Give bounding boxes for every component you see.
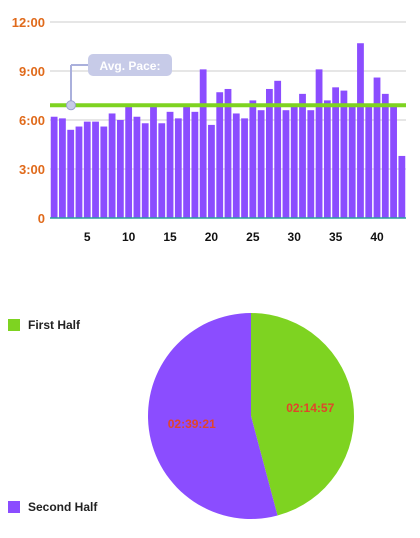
avg-pace-callout-dot (66, 100, 76, 111)
pace-bar (67, 129, 75, 218)
pace-bar (141, 123, 149, 218)
x-tick-label: 20 (205, 230, 219, 244)
pace-bar (166, 111, 174, 218)
pace-bar (290, 105, 298, 218)
pace-bar (232, 113, 240, 218)
pace-bar (332, 87, 340, 218)
x-tick-label: 10 (122, 230, 136, 244)
pace-bar (257, 110, 265, 218)
pace-bar (125, 105, 133, 218)
legend-item-first-half: First Half (8, 318, 80, 332)
pace-bar (208, 124, 215, 218)
avg-pace-callout-box (88, 54, 172, 76)
pace-bar (183, 106, 190, 218)
legend-label-first-half: First Half (28, 318, 81, 332)
pace-bar (357, 43, 364, 218)
pace-bar (59, 118, 66, 218)
pace-bar (133, 116, 141, 218)
pace-bar (224, 88, 232, 218)
pace-bar (266, 88, 273, 218)
pace-bar (390, 106, 397, 218)
x-tick-label: 15 (163, 230, 177, 244)
y-tick-label: 9:00 (19, 64, 45, 79)
y-tick-label: 12:00 (12, 15, 45, 30)
pace-bar (92, 121, 99, 218)
pace-bar (307, 110, 315, 218)
x-tick-label: 35 (329, 230, 343, 244)
y-tick-label: 6:00 (19, 113, 45, 128)
pace-bar (50, 116, 58, 218)
x-tick-label: 40 (370, 230, 384, 244)
legend-item-second-half: Second Half (8, 500, 97, 514)
pace-bar (340, 90, 348, 218)
pace-bar (83, 121, 91, 218)
pace-bar-chart: 0 3:00 6:00 9:00 12:00 5 10 15 20 25 30 35 40 Avg. … (12, 15, 406, 244)
pace-bar (315, 69, 323, 218)
pace-bar (241, 118, 248, 218)
pace-bar (100, 126, 108, 218)
pace-bar (108, 113, 116, 218)
x-tick-label: 30 (288, 230, 302, 244)
pace-bar (116, 120, 124, 218)
pie-label-second-half: 02:39:21 (168, 417, 216, 431)
pie-slice-second-half (148, 313, 278, 519)
pie-slice-first-half (251, 313, 355, 516)
half-split-pie-chart: 02:14:57 02:39:21 (148, 313, 355, 519)
pace-bar (381, 93, 389, 218)
pace-bar (365, 106, 373, 218)
x-tick-label: 5 (84, 230, 91, 244)
pace-bar (158, 123, 166, 218)
bar-series (50, 43, 406, 219)
pie-label-first-half: 02:14:57 (286, 401, 334, 415)
pace-bar (150, 106, 157, 218)
pace-bar (75, 126, 83, 218)
pace-bar (323, 100, 331, 218)
avg-pace-callout-label: Avg. Pace: (100, 59, 161, 73)
y-tick-label: 0 (38, 211, 45, 226)
pace-bar (299, 93, 306, 218)
pace-bar (191, 111, 199, 218)
pace-bar (216, 92, 224, 218)
pace-bar (373, 77, 381, 219)
pace-bar (398, 155, 406, 218)
x-axis-ticks: 5 10 15 20 25 30 35 40 (84, 230, 384, 244)
pace-bar (199, 69, 207, 218)
legend-swatch-first-half (8, 319, 20, 331)
pace-bar (174, 118, 182, 218)
x-tick-label: 25 (246, 230, 260, 244)
y-axis-ticks: 0 3:00 6:00 9:00 12:00 (12, 15, 45, 226)
pace-bar (249, 100, 257, 218)
legend-label-second-half: Second Half (28, 500, 98, 514)
avg-pace-callout: Avg. Pace: (71, 54, 172, 76)
y-tick-label: 3:00 (19, 162, 45, 177)
pace-bar (274, 80, 282, 218)
legend-swatch-second-half (8, 501, 20, 513)
pace-bar (348, 105, 356, 218)
pace-bar (282, 110, 290, 218)
